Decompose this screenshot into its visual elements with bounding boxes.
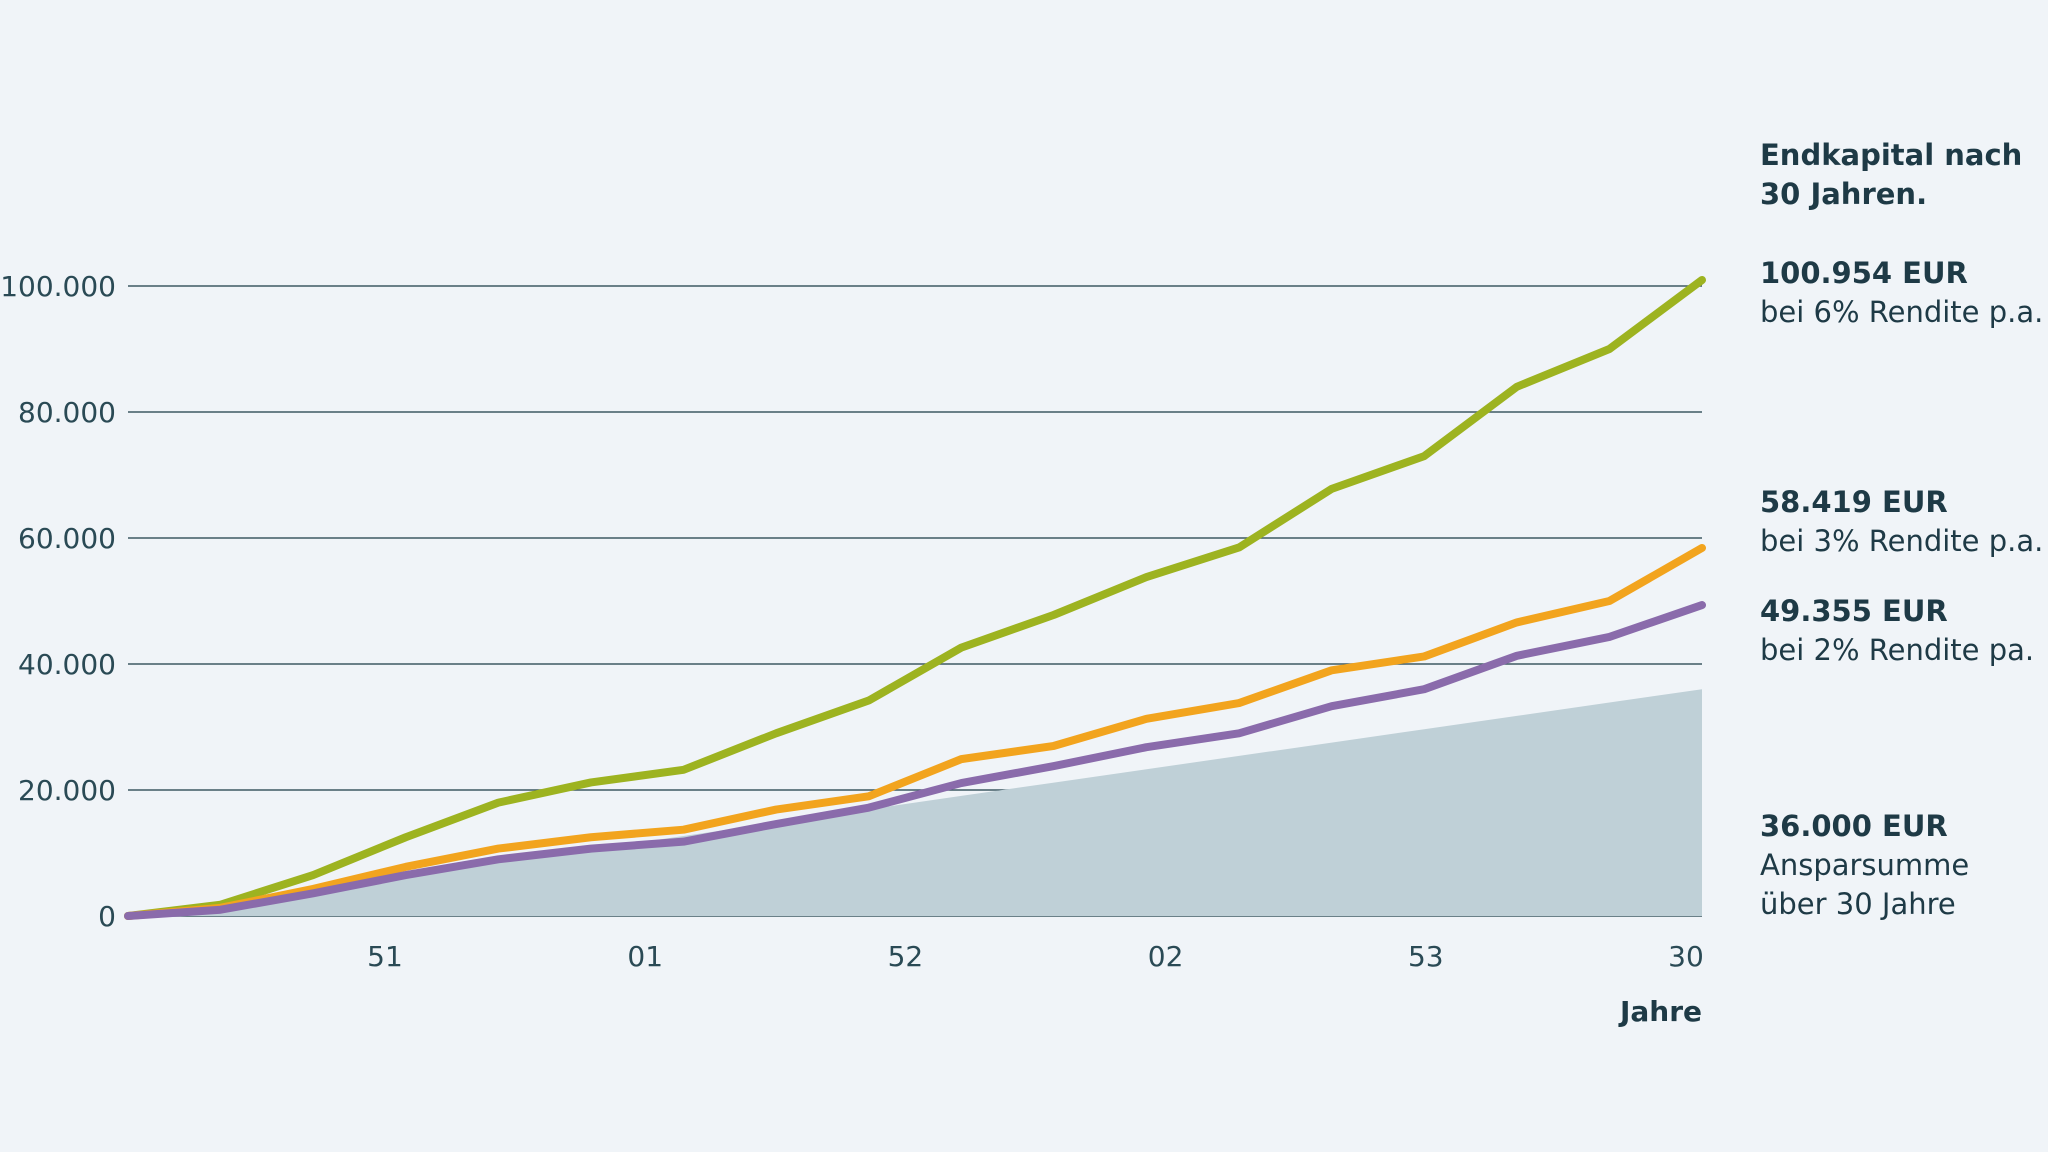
series-line <box>124 601 1706 920</box>
series-line <box>124 275 1706 920</box>
x-tick-label: 01 <box>627 940 663 973</box>
x-tick-label: 02 <box>1148 940 1184 973</box>
legend-desc: bei 3% Rendite p.a. <box>1760 524 2044 558</box>
legend-entry-savings: 36.000 EUR Ansparsumme über 30 Jahre <box>1760 807 2000 924</box>
x-tick-label: 51 <box>367 940 403 973</box>
legend-entry-3: 58.419 EUR bei 3% Rendite p.a. <box>1760 483 2043 561</box>
legend-entry-6: 100.954 EUR bei 6% Rendite p.a. <box>1760 254 2043 332</box>
series-line <box>124 543 1706 920</box>
legend-entry-2: 49.355 EUR bei 2% Rendite pa. <box>1760 592 2034 670</box>
legend-desc: bei 6% Rendite p.a. <box>1760 295 2044 329</box>
legend-title: Endkapital nach 30 Jahren. <box>1760 138 2023 211</box>
legend-amount: 36.000 EUR <box>1760 809 1948 843</box>
y-tick-label: 60.000 <box>18 522 116 555</box>
x-tick-label: 52 <box>888 940 924 973</box>
x-tick-label: 53 <box>1408 940 1444 973</box>
legend-amount: 49.355 EUR <box>1760 594 1948 628</box>
y-tick-label: 20.000 <box>18 774 116 807</box>
y-tick-label: 0 <box>98 900 116 933</box>
y-tick-label: 40.000 <box>18 648 116 681</box>
legend-desc: bei 2% Rendite pa. <box>1760 633 2035 667</box>
y-tick-label: 80.000 <box>18 396 116 429</box>
x-tick-label: 30 <box>1668 940 1704 973</box>
x-axis-ticks: 51 01 52 02 53 30 <box>367 940 1704 973</box>
y-tick-label: 100.000 <box>0 270 116 303</box>
legend-amount: 100.954 EUR <box>1760 256 1968 290</box>
legend-amount: 58.419 EUR <box>1760 485 1948 519</box>
y-axis-ticks: 0 20.000 40.000 60.000 80.000 100.000 <box>0 270 116 933</box>
legend-desc: Ansparsumme über 30 Jahre <box>1760 848 1970 921</box>
x-axis-label: Jahre <box>1618 995 1702 1028</box>
series-lines <box>124 275 1706 920</box>
